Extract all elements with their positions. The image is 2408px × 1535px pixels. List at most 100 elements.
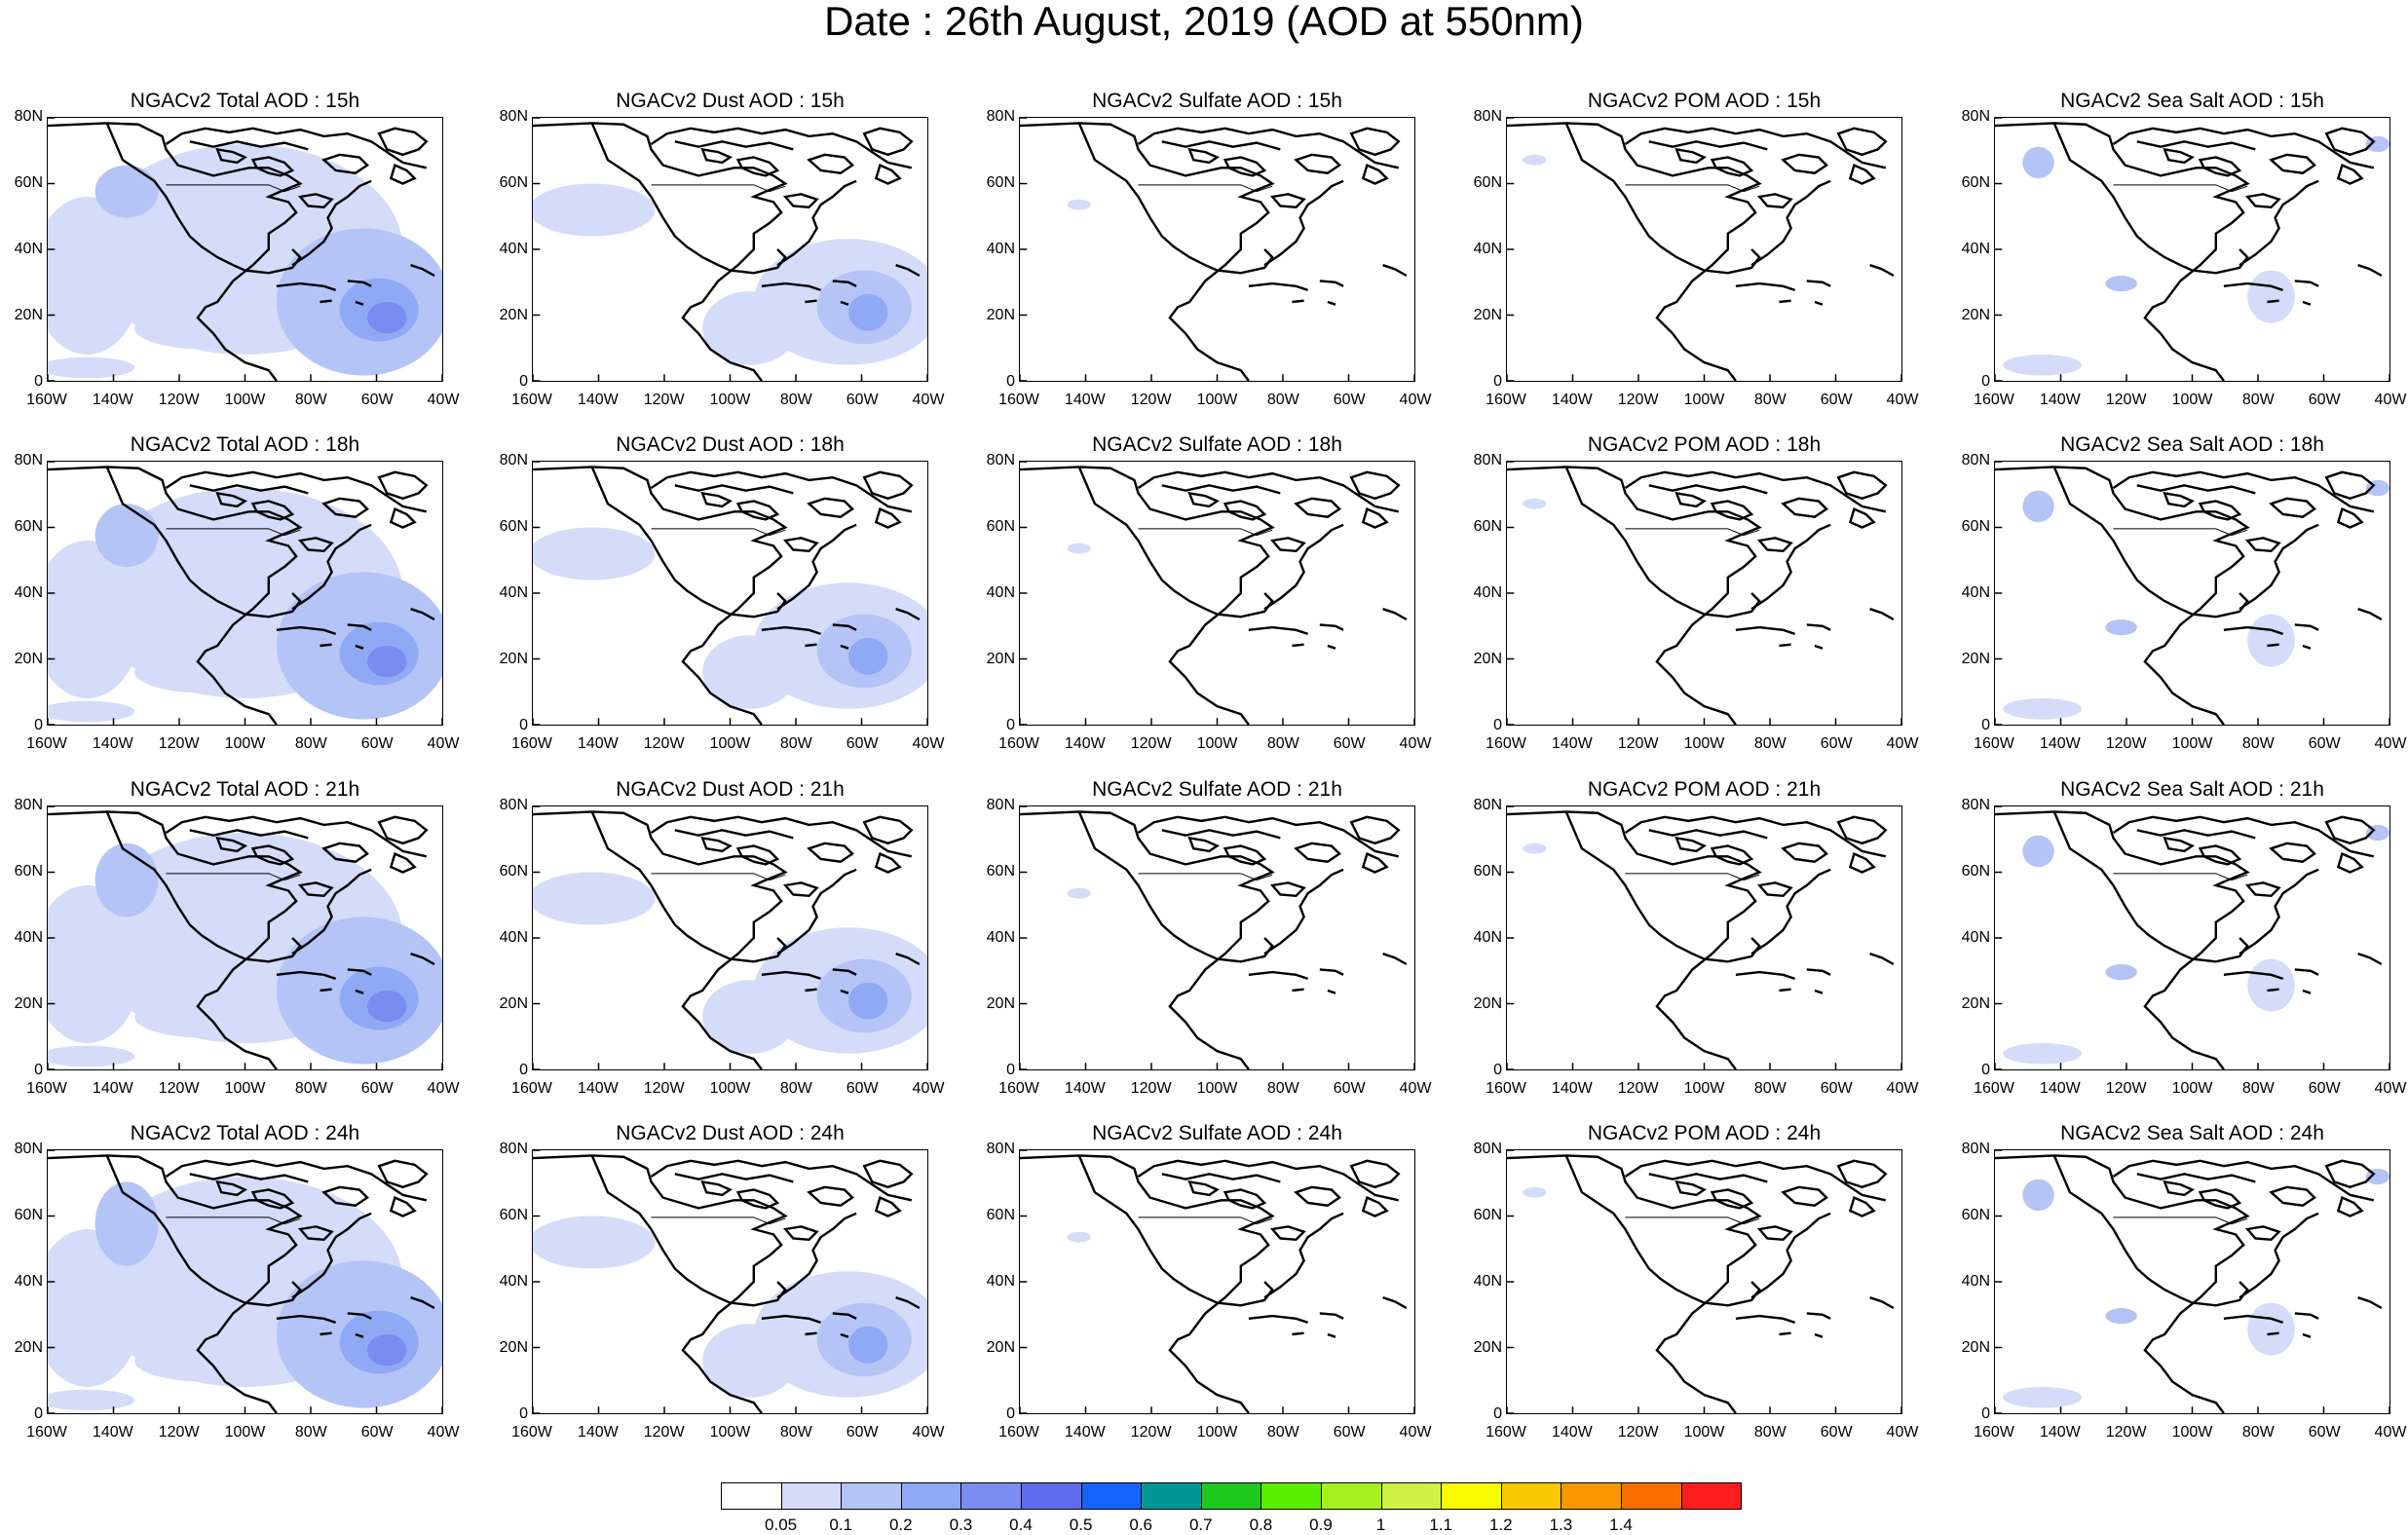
lat-tick-label: 60N [986, 1207, 1015, 1223]
coastline [762, 972, 821, 979]
coastline [592, 1155, 719, 1297]
coastline [1383, 1297, 1407, 1308]
lon-tick-label: 40W [1886, 1080, 1919, 1097]
aod-field [2022, 1179, 2054, 1212]
lat-tick-label: 40N [1473, 1273, 1502, 1290]
coastline [1264, 870, 1343, 954]
lat-tick-label: 20N [1961, 651, 1990, 667]
lon-tick-label: 80W [1266, 392, 1299, 408]
lat-tick-label: 60N [986, 174, 1015, 191]
lon-tick-label: 80W [1266, 735, 1299, 752]
country-border [1626, 185, 1760, 192]
coastline [1162, 830, 1281, 838]
coastline [348, 969, 371, 974]
coastline [1264, 1214, 1343, 1297]
country-border [1139, 529, 1273, 536]
coastline [2239, 1214, 2318, 1297]
coastline [2247, 538, 2278, 551]
lat-tick-label: 60N [1473, 174, 1502, 191]
lon-tick-label: 120W [158, 1424, 200, 1441]
panel-title: NGACv2 Dust AOD : 15h [616, 90, 845, 112]
lat-tick-label: 60N [14, 518, 43, 535]
coastline [2239, 181, 2318, 265]
panel-title: NGACv2 POM AOD : 24h [1587, 1122, 1822, 1144]
lon-tick-label: 80W [294, 1080, 327, 1097]
lon-tick-label: 60W [846, 392, 879, 408]
coastline [1759, 1226, 1790, 1240]
lat-tick-label: 80N [1961, 452, 1990, 468]
lon-tick-label: 60W [2308, 392, 2341, 408]
lon-tick-label: 140W [92, 1424, 133, 1441]
coastline [1626, 472, 1886, 512]
coastline [1626, 817, 1886, 857]
lon-tick-label: 100W [224, 1424, 266, 1441]
colorbar-swatch [841, 1482, 902, 1510]
coastline [675, 485, 794, 493]
coastline [864, 1161, 912, 1187]
coastline [300, 1226, 331, 1240]
coastline [805, 301, 816, 302]
coastline [1363, 166, 1386, 184]
lon-tick-label: 160W [1486, 1080, 1526, 1097]
coastline [2267, 1333, 2278, 1334]
coastline [738, 158, 778, 176]
map-canvas [48, 462, 442, 725]
lon-tick-label: 80W [1753, 1080, 1787, 1097]
coastline [1225, 158, 1265, 176]
coastline [1759, 538, 1790, 551]
aod-field [2247, 1302, 2295, 1356]
coastline [809, 155, 853, 173]
country-border [2114, 529, 2248, 536]
lon-tick-label: 60W [1820, 392, 1853, 408]
coastline [2054, 123, 2181, 265]
panel-title: NGACv2 Sulfate AOD : 18h [1092, 433, 1342, 456]
lat-tick-label: 0 [1981, 373, 1990, 390]
coastline [1162, 485, 1281, 493]
coastline [1363, 854, 1386, 873]
lon-tick-label: 160W [998, 1424, 1039, 1441]
main-title: Date : 26th August, 2019 (AOD at 550nm) [824, 0, 1584, 44]
coastline [896, 1297, 920, 1308]
map-canvas [1507, 462, 1901, 725]
coastline [1807, 281, 1830, 285]
colorbar-label: 0.1 [829, 1516, 852, 1534]
coastline [348, 1313, 371, 1318]
lat-tick-label: 20N [14, 1339, 43, 1356]
lat-tick-label: 40N [499, 929, 528, 946]
panel-title: NGACv2 Dust AOD : 18h [616, 433, 845, 456]
aod-field [1523, 1186, 1547, 1198]
coastline [1736, 972, 1795, 979]
coastline [1351, 129, 1399, 155]
coastline [1676, 149, 1704, 163]
coastline [320, 301, 331, 302]
map-canvas [48, 1150, 442, 1413]
coastline [300, 882, 331, 896]
coastline [2164, 149, 2192, 163]
lat-tick-label: 80N [1961, 1141, 1990, 1157]
lat-tick-label: 40N [14, 929, 43, 946]
coastline [896, 954, 920, 964]
lon-tick-label: 40W [427, 392, 460, 408]
lon-tick-label: 100W [1196, 392, 1238, 408]
lat-tick-label: 20N [986, 651, 1015, 667]
lon-tick-label: 120W [1130, 1424, 1172, 1441]
lon-tick-label: 40W [427, 1080, 460, 1097]
lon-tick-label: 60W [1333, 1424, 1366, 1441]
aod-field [367, 646, 407, 678]
coastline [876, 509, 899, 528]
coastline [777, 1214, 856, 1297]
coastline [1807, 969, 1830, 974]
map-panel [1994, 1149, 2390, 1414]
colorbar-label: 1.4 [1609, 1516, 1633, 1534]
lon-tick-label: 120W [643, 1080, 685, 1097]
coastline [1626, 1161, 1886, 1201]
coastline [1249, 627, 1308, 634]
map-canvas [1020, 806, 1414, 1069]
map-panel [1994, 461, 2390, 726]
aod-field [367, 1334, 407, 1367]
panel-title: NGACv2 Sea Salt AOD : 24h [2060, 1122, 2324, 1144]
coastline [777, 870, 856, 954]
aod-field [367, 302, 407, 334]
coastline [2224, 283, 2283, 290]
coastline [1292, 1333, 1303, 1334]
